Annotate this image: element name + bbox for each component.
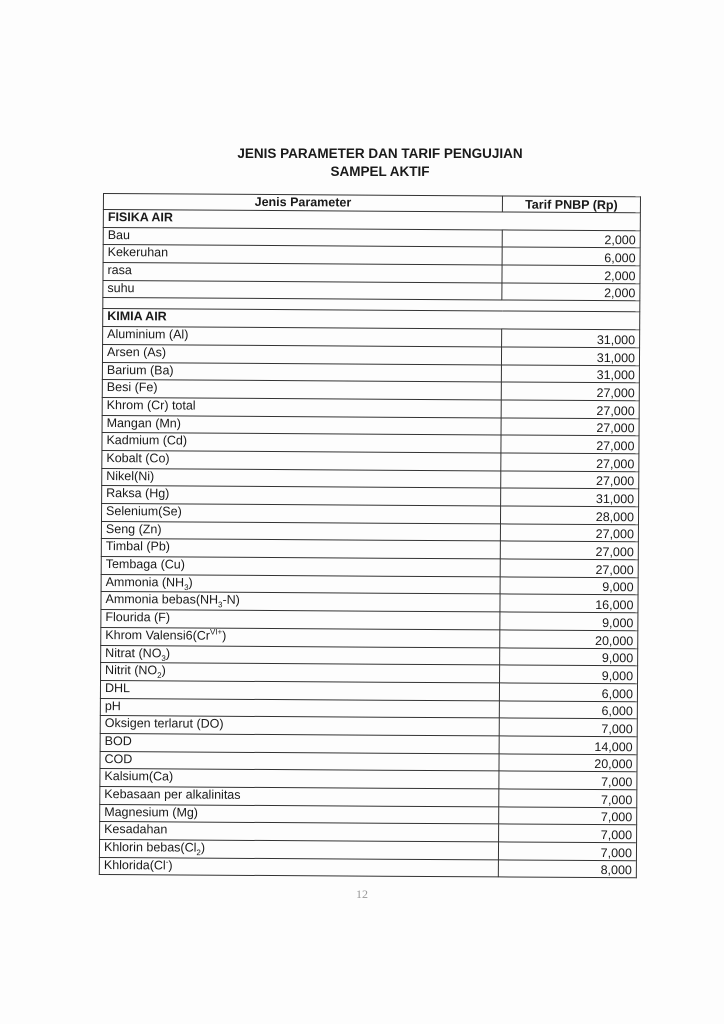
tarif-value: 7,000	[498, 841, 637, 861]
tarif-value: 9,000	[499, 612, 638, 631]
tarif-value: 9,000	[499, 665, 638, 684]
parameter-label: Bau	[107, 227, 131, 242]
parameter-label: Khlorida(Cl	[103, 857, 166, 873]
parameter-label: Barium (Ba)	[106, 362, 174, 377]
tarif-value: 28,000	[500, 505, 639, 525]
tarif-value: 2,000	[501, 265, 641, 284]
parameter-label: BOD	[104, 733, 132, 749]
tarif-value: 9,000	[500, 576, 639, 596]
parameter-label-suffix: )	[188, 575, 193, 590]
tarif-value: 7,000	[498, 788, 637, 808]
tarif-value: 27,000	[500, 541, 639, 560]
parameter-name: Khlorida(Cl-)	[99, 857, 499, 878]
parameter-label: Kadmium (Cd)	[106, 433, 188, 448]
parameter-label: DHL	[104, 680, 131, 696]
tarif-value: 27,000	[500, 523, 639, 543]
parameter-label: suhu	[107, 280, 135, 295]
parameter-label: Timbal (Pb)	[105, 539, 171, 554]
tarif-value: 2,000	[502, 229, 641, 249]
tarif-value: 27,000	[501, 417, 640, 437]
parameter-label-suffix: )	[165, 645, 171, 660]
parameter-label: Khrom Valensi6(Cr	[105, 627, 211, 643]
parameter-label: Magnesium (Mg)	[104, 804, 199, 820]
parameter-label: Nitrit (NO	[105, 663, 158, 678]
parameter-label: Flourida (F)	[105, 610, 171, 625]
tarif-value: 8,000	[498, 859, 637, 879]
parameter-label: Ammonia bebas(NH	[105, 592, 219, 608]
tarif-value: 6,000	[499, 700, 638, 720]
tariff-table: Jenis Parameter Tarif PNBP (Rp) FISIKA A…	[98, 193, 641, 879]
parameter-label-suffix: )	[161, 663, 166, 678]
tarif-value: 27,000	[500, 558, 639, 578]
tarif-value: 16,000	[499, 594, 639, 613]
parameter-label: Kesadahan	[104, 822, 168, 837]
tarif-value: 31,000	[501, 364, 640, 383]
parameter-label: Kobalt (Co)	[106, 450, 170, 466]
document-subtitle: SAMPEL AKTIF	[330, 164, 430, 179]
page-number: 12	[356, 887, 368, 901]
tarif-value: 6,000	[499, 682, 638, 702]
parameter-label-suffix: )	[222, 628, 227, 643]
parameter-name: Nitrit (NO2)	[100, 662, 500, 683]
tarif-value: 27,000	[500, 470, 639, 490]
parameter-label-suffix: )	[200, 840, 206, 855]
tarif-value: 31,000	[501, 329, 640, 348]
parameter-label: Kekeruhan	[107, 245, 169, 260]
document-title: JENIS PARAMETER DAN TARIF PENGUJIAN	[237, 146, 523, 161]
parameter-label: Khlorin bebas(Cl	[103, 840, 197, 855]
parameter-label: Raksa (Hg)	[106, 486, 170, 501]
tarif-value: 27,000	[501, 382, 640, 401]
tarif-value: 9,000	[499, 647, 638, 666]
parameter-label: Arsen (As)	[106, 344, 167, 360]
table-row: Khlorida(Cl-) 8,000	[99, 857, 637, 879]
parameter-label: Nitrat (NO	[105, 645, 162, 660]
parameter-label-suffix: )	[168, 858, 173, 873]
tarif-value: 2,000	[501, 282, 640, 302]
header-tarif: Tarif PNBP (Rp)	[502, 195, 641, 213]
parameter-label-suffix: -N)	[222, 593, 240, 608]
parameter-label: rasa	[107, 263, 132, 278]
parameter-label: Mangan (Mn)	[106, 415, 181, 431]
parameter-label: Seng (Zn)	[105, 521, 162, 537]
tarif-value: 31,000	[501, 346, 640, 366]
tarif-value: 7,000	[498, 771, 637, 790]
tarif-value: 7,000	[498, 806, 637, 826]
parameter-label: COD	[104, 751, 133, 766]
parameter-label: Ammonia (NH	[105, 574, 185, 590]
tarif-value: 31,000	[500, 488, 639, 507]
parameter-label: pH	[104, 698, 121, 713]
tarif-value: 7,000	[498, 824, 637, 843]
tarif-value: 6,000	[502, 247, 641, 266]
tarif-value: 27,000	[501, 399, 640, 419]
parameter-name: Nitrat (NO3)	[100, 644, 500, 666]
tarif-value: 20,000	[498, 753, 638, 773]
parameter-label: Selenium(Se)	[106, 504, 182, 519]
parameter-label: Khrom (Cr) total	[106, 397, 196, 413]
superscript: VI+	[209, 627, 223, 637]
tarif-value: 20,000	[499, 629, 638, 649]
tarif-value: 27,000	[500, 435, 640, 454]
parameter-label: Oksigen terlarut (DO)	[104, 716, 224, 731]
tarif-value: 7,000	[499, 718, 638, 737]
parameter-label: Nikel(Ni)	[106, 468, 155, 483]
tarif-value: 14,000	[499, 735, 638, 755]
parameter-label: Tembaga (Cu)	[105, 557, 185, 572]
parameter-label: Besi (Fe)	[106, 380, 158, 395]
tarif-value: 27,000	[500, 452, 639, 472]
parameter-label: Kebasaan per alkalinitas	[104, 787, 241, 802]
parameter-label: Kalsium(Ca)	[104, 769, 174, 784]
parameter-label: Aluminium (Al)	[107, 327, 189, 342]
